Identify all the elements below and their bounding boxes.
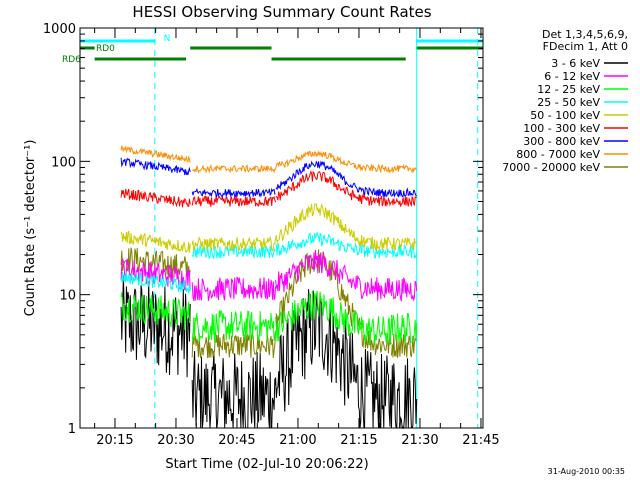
x-tick-label: 20:30 [157, 433, 194, 448]
series-50-100-kev-segment-0 [120, 230, 191, 253]
series-25-50-kev-segment-3 [391, 243, 418, 260]
series-7000-20000-kev-segment-2 [275, 249, 392, 356]
series-7000-20000-kev-segment-1 [191, 331, 277, 359]
series-12-25-kev-segment-0 [120, 292, 191, 331]
y-tick-label: 1000 [43, 22, 76, 37]
legend-label-7000-20000-kev: 7000 - 20000 keV [502, 161, 600, 174]
x-axis: 20:15 20:30 20:45 21:00 21:15 21:30 21:45 [94, 28, 500, 448]
series-100-300-kev-segment-3 [391, 195, 417, 207]
series-3-6-kev-segment-3 [391, 358, 418, 430]
legend-label-25-50-kev: 25 - 50 keV [537, 96, 600, 109]
series-100-300-kev-segment-0 [120, 188, 191, 208]
y-axis: 1 10 100 1000 [43, 22, 483, 437]
legend-label-800-7000-kev: 800 - 7000 keV [516, 148, 600, 161]
legend-label-100-300-kev: 100 - 300 keV [523, 122, 600, 135]
series-3-6-kev-segment-0 [120, 275, 191, 378]
series-12-25-kev-segment-3 [391, 312, 418, 344]
series-12-25-kev-segment-2 [275, 290, 392, 345]
series-3-6-kev-segment-1 [191, 350, 277, 429]
series-800-7000-kev-segment-1 [191, 164, 276, 174]
y-tick-label: 100 [51, 155, 76, 170]
legend-label-12-25-kev: 12 - 25 keV [537, 83, 600, 96]
series-50-100-kev-segment-1 [191, 235, 277, 253]
y-axis-label: Count Rate (s⁻¹ detector⁻¹) [23, 140, 38, 317]
series-300-800-kev-segment-0 [120, 157, 191, 176]
series-300-800-kev-segment-2 [275, 160, 392, 198]
series-100-300-kev-segment-2 [275, 170, 392, 207]
legend-label-6-12-kev: 6 - 12 keV [544, 70, 600, 83]
x-tick-label: 21:00 [279, 433, 316, 448]
series-100-300-kev-segment-1 [191, 195, 277, 207]
legend-label-50-100-kev: 50 - 100 keV [530, 109, 600, 122]
series-800-7000-kev-segment-0 [120, 145, 191, 163]
footer-date: 31-Aug-2010 00:35 [548, 467, 625, 476]
legend-label-3-6-kev: 3 - 6 keV [551, 57, 600, 70]
legend: Det 1,3,4,5,6,9,FDecim 1, Att 0 3 - 6 keV… [502, 28, 628, 174]
y-tick-label: 1 [68, 422, 76, 437]
series-50-100-kev-segment-2 [275, 203, 392, 251]
x-tick-label: 20:15 [96, 433, 133, 448]
series-6-12-kev-segment-2 [275, 250, 392, 301]
x-tick-label: 21:30 [401, 433, 438, 448]
chart-title: HESSI Observing Summary Count Rates [132, 3, 431, 21]
series-300-800-kev-segment-3 [391, 187, 417, 198]
series-800-7000-kev-segment-2 [275, 150, 392, 174]
legend-header-line: FDecim 1, Att 0 [543, 40, 628, 53]
series-25-50-kev-segment-0 [120, 271, 191, 294]
series-300-800-kev-segment-1 [191, 187, 276, 198]
series-25-50-kev-segment-2 [275, 232, 392, 259]
series-6-12-kev-segment-3 [391, 277, 418, 302]
flag-label-rd6: RD6 [62, 55, 81, 65]
legend-label-300-800-kev: 300 - 800 keV [523, 135, 600, 148]
y-tick-label: 10 [59, 289, 76, 304]
series-6-12-kev-segment-1 [191, 276, 277, 301]
x-tick-label: 21:45 [462, 433, 499, 448]
series-50-100-kev-segment-3 [391, 237, 417, 251]
series-12-25-kev-segment-1 [191, 310, 277, 343]
x-axis-label: Start Time (02-Jul-10 20:06:22) [165, 457, 368, 472]
flag-label-rd0: RD0 [96, 44, 115, 54]
series-800-7000-kev-segment-3 [391, 163, 417, 174]
flag-label-n: N [164, 34, 171, 44]
plot-frame [79, 27, 484, 429]
x-tick-label: 21:15 [340, 433, 377, 448]
x-tick-label: 20:45 [218, 433, 255, 448]
legend-header-line: Det 1,3,4,5,6,9, [542, 28, 628, 41]
